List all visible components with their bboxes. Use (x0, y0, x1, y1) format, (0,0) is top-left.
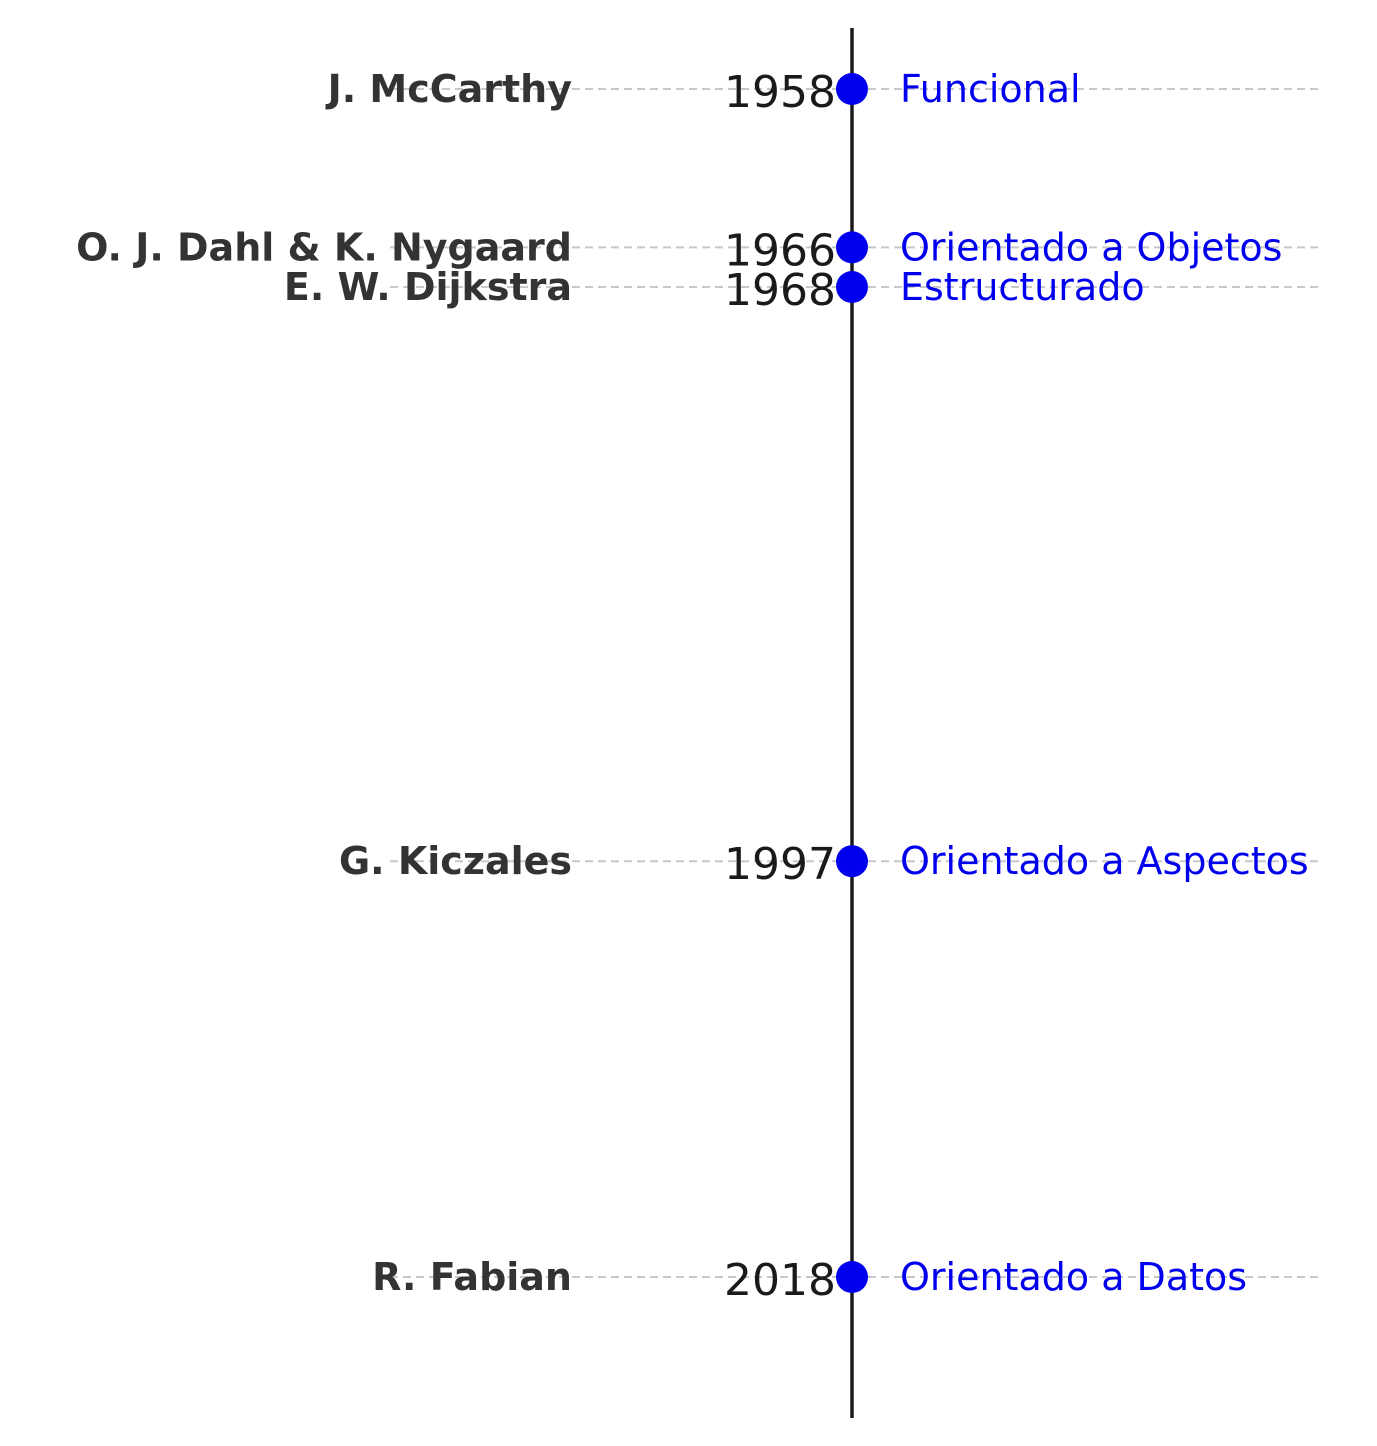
paradigm-label: Orientado a Datos (900, 1255, 1247, 1299)
paradigm-label: Orientado a Objetos (900, 225, 1282, 269)
year-label: 1997 (724, 839, 836, 890)
event-marker (836, 231, 868, 264)
paradigm-label: Orientado a Aspectos (900, 839, 1309, 883)
paradigm-label: Estructurado (900, 265, 1145, 309)
year-label: 1968 (724, 265, 836, 316)
event-marker (836, 271, 868, 303)
year-label: 1966 (724, 225, 836, 276)
labels-layer: 1958 J. McCarthy Funcional 1966 O. J. Dahl &… (76, 67, 1309, 1306)
year-label: 1958 (724, 67, 836, 118)
author-label: R. Fabian (372, 1255, 572, 1299)
guide-lines-layer (390, 88, 1318, 1278)
paradigm-label: Funcional (900, 67, 1081, 111)
markers-layer (836, 73, 868, 1293)
author-label: O. J. Dahl & K. Nygaard (76, 225, 572, 269)
author-label: J. McCarthy (325, 67, 573, 111)
author-label: E. W. Dijkstra (284, 265, 572, 309)
event-marker (836, 73, 868, 105)
event-marker (836, 1261, 868, 1293)
author-label: G. Kiczales (339, 839, 572, 883)
year-label: 2018 (724, 1255, 836, 1306)
event-marker (836, 845, 868, 878)
